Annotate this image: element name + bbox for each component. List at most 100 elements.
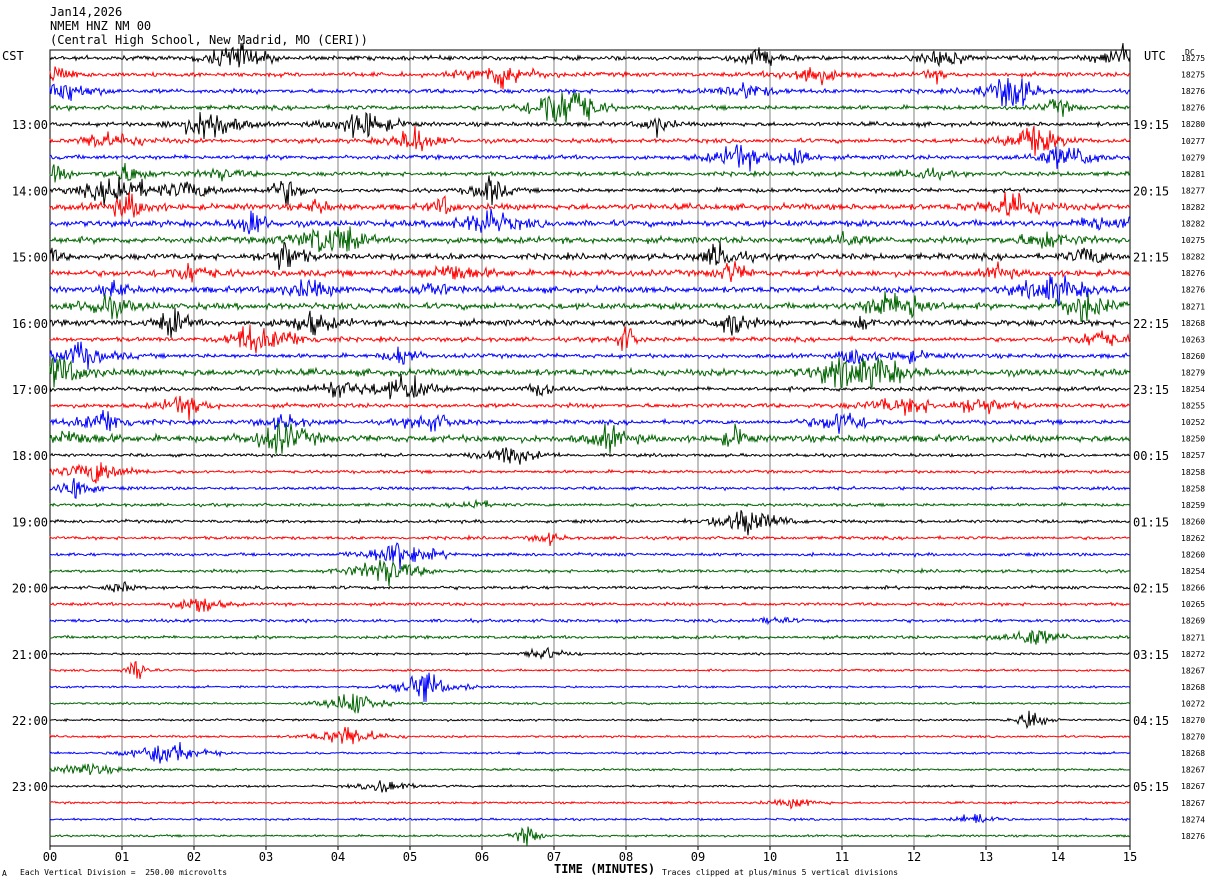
x-tick-label: 01 bbox=[115, 850, 129, 864]
seismic-trace bbox=[49, 175, 1131, 206]
dc-offset-label: 18254 bbox=[1181, 567, 1205, 576]
dc-offset-label: 18258 bbox=[1181, 468, 1205, 477]
dc-offset-label: 10279 bbox=[1181, 153, 1205, 162]
right-hour-label: 21:15 bbox=[1133, 251, 1169, 265]
seismic-trace bbox=[49, 580, 1131, 593]
right-hour-label: 01:15 bbox=[1133, 515, 1169, 529]
seismic-trace bbox=[49, 410, 1131, 434]
dc-offset-label: 18258 bbox=[1181, 484, 1205, 493]
seismic-trace bbox=[49, 373, 1131, 400]
seismic-trace bbox=[49, 307, 1131, 338]
x-tick-label: 02 bbox=[187, 850, 201, 864]
right-hour-label: 22:15 bbox=[1133, 317, 1169, 331]
seismic-trace bbox=[49, 144, 1131, 172]
dc-offset-label: 18281 bbox=[1181, 170, 1205, 179]
x-tick-label: 06 bbox=[475, 850, 489, 864]
dc-offset-label: 18267 bbox=[1181, 799, 1205, 808]
seismic-trace bbox=[49, 274, 1131, 306]
x-tick-label: 10 bbox=[763, 850, 777, 864]
seismic-trace bbox=[49, 291, 1131, 322]
seismic-trace bbox=[49, 646, 1131, 660]
scale-note: Each Vertical Division = 250.00 microvol… bbox=[20, 868, 228, 877]
left-hour-label: 18:00 bbox=[12, 449, 48, 463]
seismic-trace bbox=[49, 672, 1131, 702]
dc-offset-label: 18268 bbox=[1181, 749, 1205, 758]
dc-offset-label: 18255 bbox=[1181, 402, 1205, 411]
left-timezone: CST bbox=[2, 49, 24, 63]
dc-offset-label: 18257 bbox=[1181, 451, 1205, 460]
seismic-trace bbox=[49, 226, 1131, 253]
dc-offset-label: 18266 bbox=[1181, 584, 1205, 593]
x-tick-label: 09 bbox=[691, 850, 705, 864]
seismic-trace bbox=[49, 241, 1131, 270]
dc-offset-label: 10275 bbox=[1181, 236, 1205, 245]
seismic-trace bbox=[49, 616, 1131, 626]
x-tick-label: 07 bbox=[547, 850, 561, 864]
seismic-trace bbox=[49, 111, 1130, 140]
seismic-trace bbox=[49, 66, 1131, 90]
seismic-trace bbox=[49, 357, 1131, 388]
left-hour-label: 21:00 bbox=[12, 648, 48, 662]
header-date: Jan14,2026 bbox=[50, 5, 123, 19]
seismic-trace bbox=[49, 42, 1131, 68]
dc-offset-label: 18276 bbox=[1181, 286, 1205, 295]
seismic-trace bbox=[49, 542, 1131, 570]
seismic-trace bbox=[49, 532, 1131, 547]
dc-offset-label: 18270 bbox=[1181, 716, 1205, 725]
right-hour-label: 02:15 bbox=[1133, 582, 1169, 596]
seismic-trace bbox=[49, 422, 1131, 454]
seismic-trace bbox=[49, 162, 1131, 183]
dc-offset-label: 18275 bbox=[1181, 54, 1205, 63]
seismic-trace bbox=[49, 741, 1131, 764]
left-hour-label: 20:00 bbox=[12, 582, 48, 596]
left-hour-label: 13:00 bbox=[12, 118, 48, 132]
left-hour-label: 23:00 bbox=[12, 780, 48, 794]
left-hour-label: 17:00 bbox=[12, 383, 48, 397]
left-hour-label: 16:00 bbox=[12, 317, 48, 331]
right-hour-label: 23:15 bbox=[1133, 383, 1169, 397]
dc-offset-label: 18276 bbox=[1181, 104, 1205, 113]
seismic-trace bbox=[49, 77, 1131, 107]
seismic-trace bbox=[49, 324, 1131, 354]
dc-offset-label: 18268 bbox=[1181, 683, 1205, 692]
dc-offset-label: 18271 bbox=[1181, 302, 1205, 311]
dc-offset-label: 18276 bbox=[1181, 87, 1205, 96]
right-hour-label: 19:15 bbox=[1133, 118, 1169, 132]
clip-note: Traces clipped at plus/minus 5 vertical … bbox=[662, 868, 899, 877]
x-tick-label: 12 bbox=[907, 850, 921, 864]
left-hour-label: 19:00 bbox=[12, 515, 48, 529]
seismic-trace bbox=[49, 191, 1131, 219]
right-hour-label: 03:15 bbox=[1133, 648, 1169, 662]
dc-offset-label: 18250 bbox=[1181, 435, 1205, 444]
right-hour-label: 00:15 bbox=[1133, 449, 1169, 463]
seismic-trace bbox=[49, 826, 1131, 847]
dc-offset-label: 18269 bbox=[1181, 617, 1205, 626]
dc-offset-label: 18260 bbox=[1181, 517, 1205, 526]
x-axis-label: TIME (MINUTES) bbox=[554, 862, 656, 876]
dc-offset-label: 18282 bbox=[1181, 220, 1205, 229]
seismic-trace bbox=[49, 92, 1131, 124]
dc-label: DC bbox=[1185, 48, 1195, 57]
x-tick-label: 00 bbox=[43, 850, 57, 864]
dc-offset-label: 18275 bbox=[1181, 71, 1205, 80]
seismic-trace bbox=[49, 559, 1131, 587]
dc-offset-label: 18267 bbox=[1181, 782, 1205, 791]
x-tick-label: 04 bbox=[331, 850, 345, 864]
dc-offset-label: 10277 bbox=[1181, 137, 1205, 146]
dc-offset-label: 18268 bbox=[1181, 319, 1205, 328]
seismic-trace bbox=[49, 762, 1131, 776]
seismic-trace bbox=[49, 813, 1131, 824]
dc-offset-label: 10252 bbox=[1181, 418, 1205, 427]
header-location: (Central High School, New Madrid, MO (CE… bbox=[50, 33, 368, 47]
seismic-trace bbox=[49, 261, 1131, 283]
right-hour-label: 20:15 bbox=[1133, 184, 1169, 198]
dc-offset-label: 18254 bbox=[1181, 385, 1205, 394]
dc-offset-label: 18267 bbox=[1181, 666, 1205, 675]
seismic-trace bbox=[49, 208, 1131, 235]
dc-offset-label: 18276 bbox=[1181, 832, 1205, 841]
dc-offset-label: 18271 bbox=[1181, 633, 1205, 642]
dc-offset-label: 18267 bbox=[1181, 766, 1205, 775]
dc-offset-label: 18262 bbox=[1181, 534, 1205, 543]
header-station: NMEM HNZ NM 00 bbox=[50, 19, 152, 33]
